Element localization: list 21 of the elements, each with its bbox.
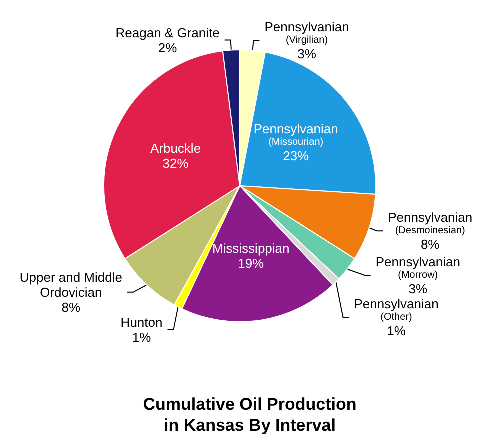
data-label: 3% — [408, 281, 428, 296]
slice-label: Hunton — [120, 314, 163, 330]
data-label: 32% — [162, 156, 190, 171]
text: Cumulative Oil Production in Kansas By Interval — [143, 395, 357, 435]
slice-label: Pennsylvanian (Morrow) — [376, 254, 460, 281]
data-label: 8% — [420, 237, 440, 252]
data-label: 8% — [62, 300, 81, 315]
slice-label: Pennsylvanian (Missourian) — [254, 121, 338, 148]
data-label: 23% — [283, 148, 310, 164]
slice-label: Pennsylvanian (Desmoinesian) — [388, 210, 473, 237]
slice-label: Arbuckle — [150, 140, 202, 156]
slice-label: Mississippian — [212, 241, 290, 256]
data-label: 2% — [158, 40, 178, 56]
data-label: 1% — [387, 323, 406, 338]
slice-label: Upper and Middle Ordovician — [20, 270, 122, 300]
data-label: 3% — [298, 46, 317, 62]
slice-label: Pennsylvanian (Virgilian) — [264, 20, 350, 46]
slice-label: Pennsylvanian (Other) — [354, 296, 439, 323]
slice-label: Reagan & Granite — [116, 25, 220, 40]
data-label: 1% — [132, 330, 152, 345]
data-label: 19% — [238, 256, 265, 272]
